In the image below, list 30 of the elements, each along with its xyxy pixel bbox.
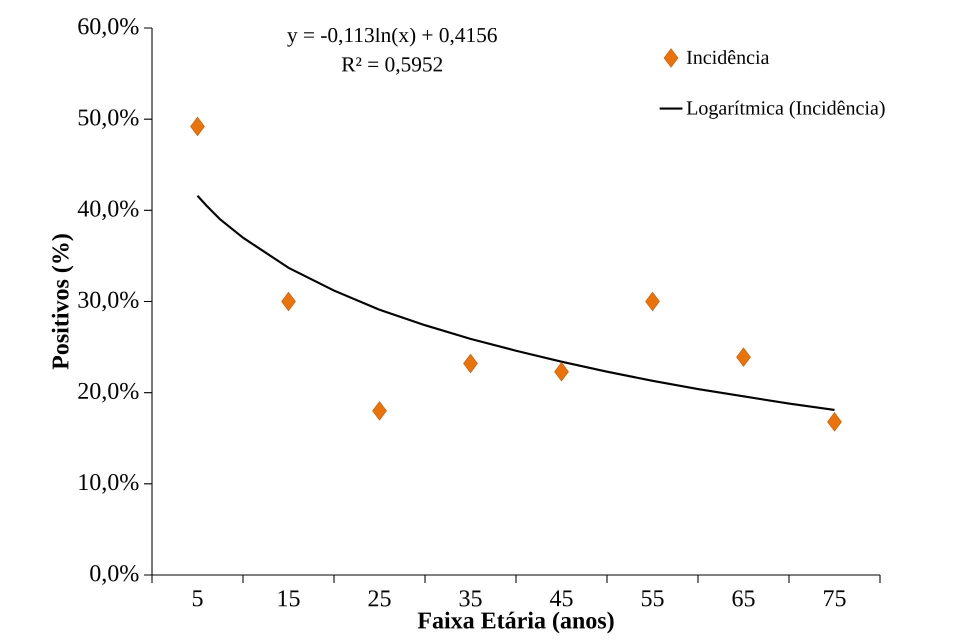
annotation: y = -0,113ln(x) + 0,4156 [287,27,497,47]
point [372,401,387,421]
y-tick-label: 20,0% [78,382,138,403]
y-tick-label: 60,0% [78,18,138,38]
x-tick-label: 55 [642,590,664,606]
y-tick-label: 30,0% [78,292,138,312]
point [736,348,751,367]
x-tick-label: 75 [824,590,846,606]
point [190,116,205,136]
point [645,292,660,312]
point [827,412,842,432]
x-axis-title: Faixa Etária (anos) [418,612,614,634]
annotation: R² = 0,5952 [342,57,442,75]
y-tick-label: 40,0% [78,200,138,220]
y-tick-label: 50,0% [78,109,138,130]
line-series [196,194,836,412]
y-axis-title: Positivos (%) [52,234,74,370]
x-tick-label: 5 [192,590,203,606]
point [281,292,296,312]
y-tick-label: 0,0% [90,565,138,585]
x-tick-label: 45 [550,590,573,606]
legend-label: Logarítmica (Incidência) [686,100,885,119]
x-tick-label: 25 [368,590,391,606]
x-tick-label: 35 [460,590,482,606]
point [554,362,569,382]
y-tick-label: 10,0% [79,474,138,494]
x-tick-label: 15 [278,590,300,606]
legend-label: Incidência [686,50,770,64]
x-tick-label: 65 [732,590,755,606]
point [463,354,478,374]
